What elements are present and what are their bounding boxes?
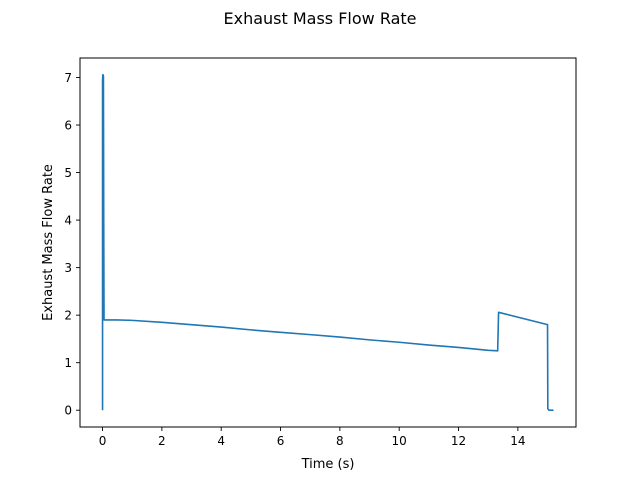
chart-title: Exhaust Mass Flow Rate bbox=[223, 9, 416, 28]
x-tick-label: 4 bbox=[217, 434, 225, 448]
x-tick-label: 10 bbox=[392, 434, 407, 448]
y-tick-label: 3 bbox=[64, 261, 72, 275]
plot-frame bbox=[79, 57, 577, 428]
x-tick-label: 2 bbox=[158, 434, 166, 448]
x-tick-label: 0 bbox=[99, 434, 107, 448]
y-tick-label: 7 bbox=[64, 71, 72, 85]
series-line bbox=[101, 73, 554, 412]
y-tick-label: 2 bbox=[64, 309, 72, 323]
y-axis-label: Exhaust Mass Flow Rate bbox=[41, 164, 56, 321]
y-tick-label: 1 bbox=[64, 356, 72, 370]
y-tick-label: 6 bbox=[64, 119, 72, 133]
x-tick-label: 6 bbox=[277, 434, 285, 448]
x-axis-label: Time (s) bbox=[301, 457, 355, 472]
series-layer bbox=[101, 73, 554, 412]
y-tick-label: 4 bbox=[64, 214, 72, 228]
x-axis-ticks: 0 2 4 6 8 10 12 14 bbox=[99, 427, 525, 448]
y-tick-label: 0 bbox=[64, 404, 72, 418]
y-axis-ticks: 0 1 2 3 4 5 6 7 bbox=[64, 71, 80, 418]
x-tick-label: 8 bbox=[336, 434, 344, 448]
y-tick-label: 5 bbox=[64, 166, 72, 180]
x-tick-label: 12 bbox=[451, 434, 466, 448]
x-tick-label: 14 bbox=[510, 434, 525, 448]
